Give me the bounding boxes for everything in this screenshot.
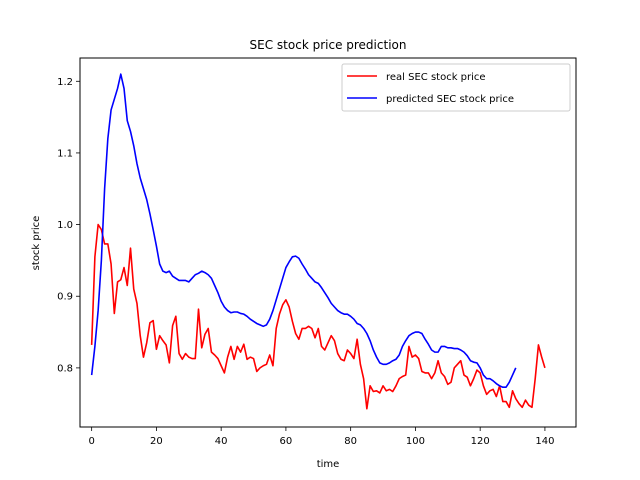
x-axis-ticks: 0 20 40 60 80 100 120 140 — [88, 427, 554, 447]
x-tick-label: 80 — [344, 436, 357, 447]
y-axis-label: stock price — [31, 216, 42, 271]
legend-label-real: real SEC stock price — [386, 72, 486, 83]
x-axis-label: time — [317, 459, 340, 470]
x-tick-label: 0 — [88, 436, 94, 447]
y-tick-label: 0.9 — [57, 292, 73, 303]
y-axis-ticks: 0.8 0.9 1.0 1.1 1.2 — [57, 77, 80, 374]
x-tick-label: 20 — [150, 436, 163, 447]
legend-label-predicted: predicted SEC stock price — [386, 94, 514, 105]
y-tick-label: 0.8 — [57, 363, 73, 374]
y-tick-label: 1.1 — [57, 148, 73, 159]
plot-frame — [79, 57, 577, 428]
y-tick-label: 1.2 — [57, 77, 73, 88]
legend-box — [341, 63, 571, 112]
x-tick-label: 100 — [406, 436, 425, 447]
legend: real SEC stock price predicted SEC stock… — [341, 63, 571, 112]
x-tick-label: 140 — [535, 436, 554, 447]
x-tick-label: 40 — [215, 436, 228, 447]
x-tick-label: 120 — [471, 436, 490, 447]
x-tick-label: 60 — [280, 436, 293, 447]
plot-lines — [90, 73, 546, 410]
chart-title: SEC stock price prediction — [250, 38, 407, 52]
y-tick-label: 1.0 — [57, 220, 73, 231]
series-line-real — [90, 223, 546, 410]
series-line-predicted — [90, 73, 517, 389]
